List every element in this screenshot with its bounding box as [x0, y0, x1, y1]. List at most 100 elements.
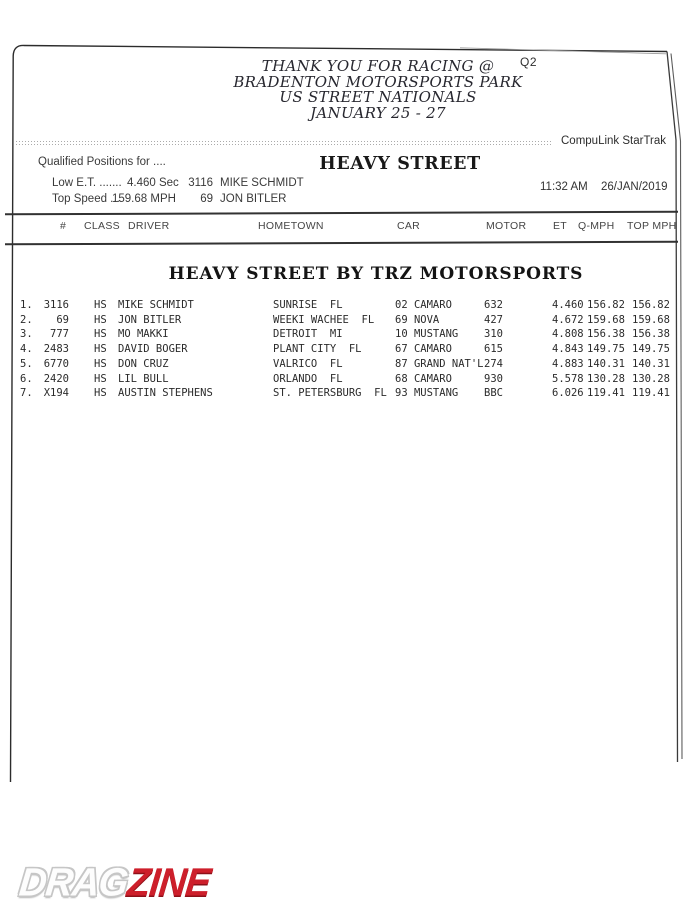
col-header-et: ET — [553, 220, 568, 232]
session-label: Q2 — [520, 55, 538, 69]
banner-line-thank-you: THANK YOU FOR RACING @ — [261, 57, 495, 75]
col-header-driver: DRIVER — [128, 220, 170, 232]
cell-driver: DON CRUZ — [118, 357, 169, 370]
cell-class: HS — [94, 387, 107, 400]
cell-topmph: 140.31 — [632, 357, 670, 370]
cell-class: HS — [94, 328, 107, 341]
cell-driver: DAVID BOGER — [118, 343, 188, 356]
cell-hometown: VALRICO FL — [273, 357, 343, 370]
table-header-row: # CLASS DRIVER HOMETOWN CAR MOTOR ET Q-M… — [0, 220, 688, 234]
cell-position: 6. — [20, 372, 33, 385]
dragzine-logo-drag-text: DRAG — [17, 861, 130, 905]
table-row: 3. 777 HS MO MAKKI DETROIT MI 10 MUSTANG… — [0, 328, 688, 341]
table-row: 4. 2483 HS DAVID BOGER PLANT CITY FL 67 … — [0, 343, 688, 356]
banner-line-event: US STREET NATIONALS — [279, 88, 477, 107]
dragzine-logo: DRAGZINE — [17, 861, 212, 906]
col-header-topmph: TOP MPH — [627, 220, 677, 232]
cell-et: 4.460 — [552, 299, 584, 311]
cell-qmph: 156.38 — [587, 328, 625, 341]
table-row: 6. 2420 HS LIL BULL ORLANDO FL 68 CAMARO… — [0, 373, 688, 386]
cell-topmph: 156.82 — [632, 299, 670, 311]
table-row: 7. X194 HS AUSTIN STEPHENS ST. PETERSBUR… — [0, 387, 688, 400]
col-header-position: # — [60, 220, 67, 232]
cell-car: 02 CAMARO — [395, 299, 452, 311]
cell-motor: 615 — [484, 343, 503, 356]
cell-motor: 632 — [484, 299, 503, 311]
cell-topmph: 119.41 — [632, 387, 670, 400]
cell-motor: 274 — [484, 357, 503, 370]
cell-car: 87 GRAND NAT'L — [395, 357, 484, 370]
cell-qmph: 119.41 — [587, 387, 625, 400]
banner-line-track: BRADENTON MOTORSPORTS PARK — [233, 72, 523, 91]
class-title: HEAVY STREET — [319, 154, 481, 174]
cell-hometown: DETROIT MI — [273, 328, 343, 341]
cell-driver: JON BITLER — [118, 313, 182, 326]
cell-position: 4. — [20, 343, 33, 356]
cell-position: 1. — [20, 299, 33, 311]
cell-position: 2. — [20, 313, 33, 326]
print-date: 26/JAN/2019 — [601, 181, 668, 193]
table-row: 1. 3116 HS MIKE SCHMIDT SUNRISE FL 02 CA… — [0, 299, 688, 312]
cell-car-number: 2483 — [43, 343, 69, 356]
cell-et: 4.808 — [552, 328, 584, 341]
cell-qmph: 159.68 — [587, 313, 625, 326]
cell-hometown: ORLANDO FL — [273, 372, 343, 385]
cell-car-number: X194 — [43, 387, 69, 400]
cell-position: 5. — [20, 357, 33, 370]
cell-topmph: 149.75 — [632, 343, 670, 356]
low-et-value: 4.460 Sec — [127, 177, 179, 189]
header-rule-bottom — [4, 240, 679, 246]
section-title: HEAVY STREET BY TRZ MOTORSPORTS — [168, 264, 584, 284]
col-header-hometown: HOMETOWN — [258, 220, 324, 232]
table-row: 5. 6770 HS DON CRUZ VALRICO FL 87 GRAND … — [0, 358, 688, 371]
cell-class: HS — [94, 343, 107, 356]
cell-car-number: 2420 — [43, 372, 69, 385]
scan-border-left — [9, 44, 25, 783]
cell-class: HS — [94, 357, 107, 370]
cell-car-number: 6770 — [43, 357, 69, 370]
col-header-motor: MOTOR — [486, 220, 527, 232]
cell-class: HS — [94, 299, 107, 311]
cell-et: 4.672 — [552, 313, 584, 326]
cell-driver: AUSTIN STEPHENS — [118, 387, 213, 400]
cell-car-number: 777 — [50, 328, 69, 341]
cell-et: 4.843 — [552, 343, 584, 356]
cell-motor: 427 — [484, 313, 503, 326]
cell-car: 67 CAMARO — [395, 343, 452, 356]
cell-car-number: 3116 — [43, 299, 69, 311]
cell-motor: BBC — [484, 387, 503, 400]
cell-hometown: ST. PETERSBURG FL — [273, 387, 387, 400]
cell-car-number: 69 — [56, 313, 69, 326]
cell-hometown: WEEKI WACHEE FL — [273, 313, 375, 326]
cell-hometown: SUNRISE FL — [273, 299, 343, 311]
cell-class: HS — [94, 372, 107, 385]
qualified-positions-label: Qualified Positions for .... — [38, 156, 166, 168]
scan-border-right-inner — [666, 51, 679, 763]
cell-et: 6.026 — [552, 387, 584, 400]
top-speed-driver: JON BITLER — [220, 193, 287, 205]
cell-qmph: 130.28 — [587, 372, 625, 385]
cell-car: 69 NOVA — [395, 313, 440, 326]
event-banner: THANK YOU FOR RACING @ BRADENTON MOTORSP… — [68, 57, 688, 122]
col-header-car: CAR — [397, 220, 421, 232]
low-et-label: Low E.T. ....... — [52, 177, 122, 189]
col-header-class: CLASS — [84, 220, 120, 232]
header-rule-top — [4, 210, 679, 216]
top-speed-value: 159.68 MPH — [112, 193, 176, 205]
dragzine-logo-zine-text: ZINE — [124, 861, 213, 905]
cell-driver: MIKE SCHMIDT — [118, 299, 194, 311]
scan-border-top-shadow — [459, 47, 667, 55]
print-time: 11:32 AM — [540, 181, 588, 193]
cell-topmph: 159.68 — [632, 313, 670, 326]
results-table-body: 1. 3116 HS MIKE SCHMIDT SUNRISE FL 02 CA… — [0, 299, 688, 419]
cell-position: 7. — [20, 387, 33, 400]
cell-qmph: 156.82 — [587, 299, 625, 311]
timing-system-brand: CompuLink StarTrak — [561, 135, 667, 147]
cell-car: 93 MUSTANG — [395, 387, 459, 400]
cell-class: HS — [94, 313, 107, 326]
banner-line-dates: JANUARY 25 - 27 — [310, 103, 446, 122]
top-speed-label: Top Speed ... — [52, 193, 120, 205]
low-et-car-number: 3116 — [188, 177, 213, 189]
cell-qmph: 140.31 — [587, 357, 625, 370]
